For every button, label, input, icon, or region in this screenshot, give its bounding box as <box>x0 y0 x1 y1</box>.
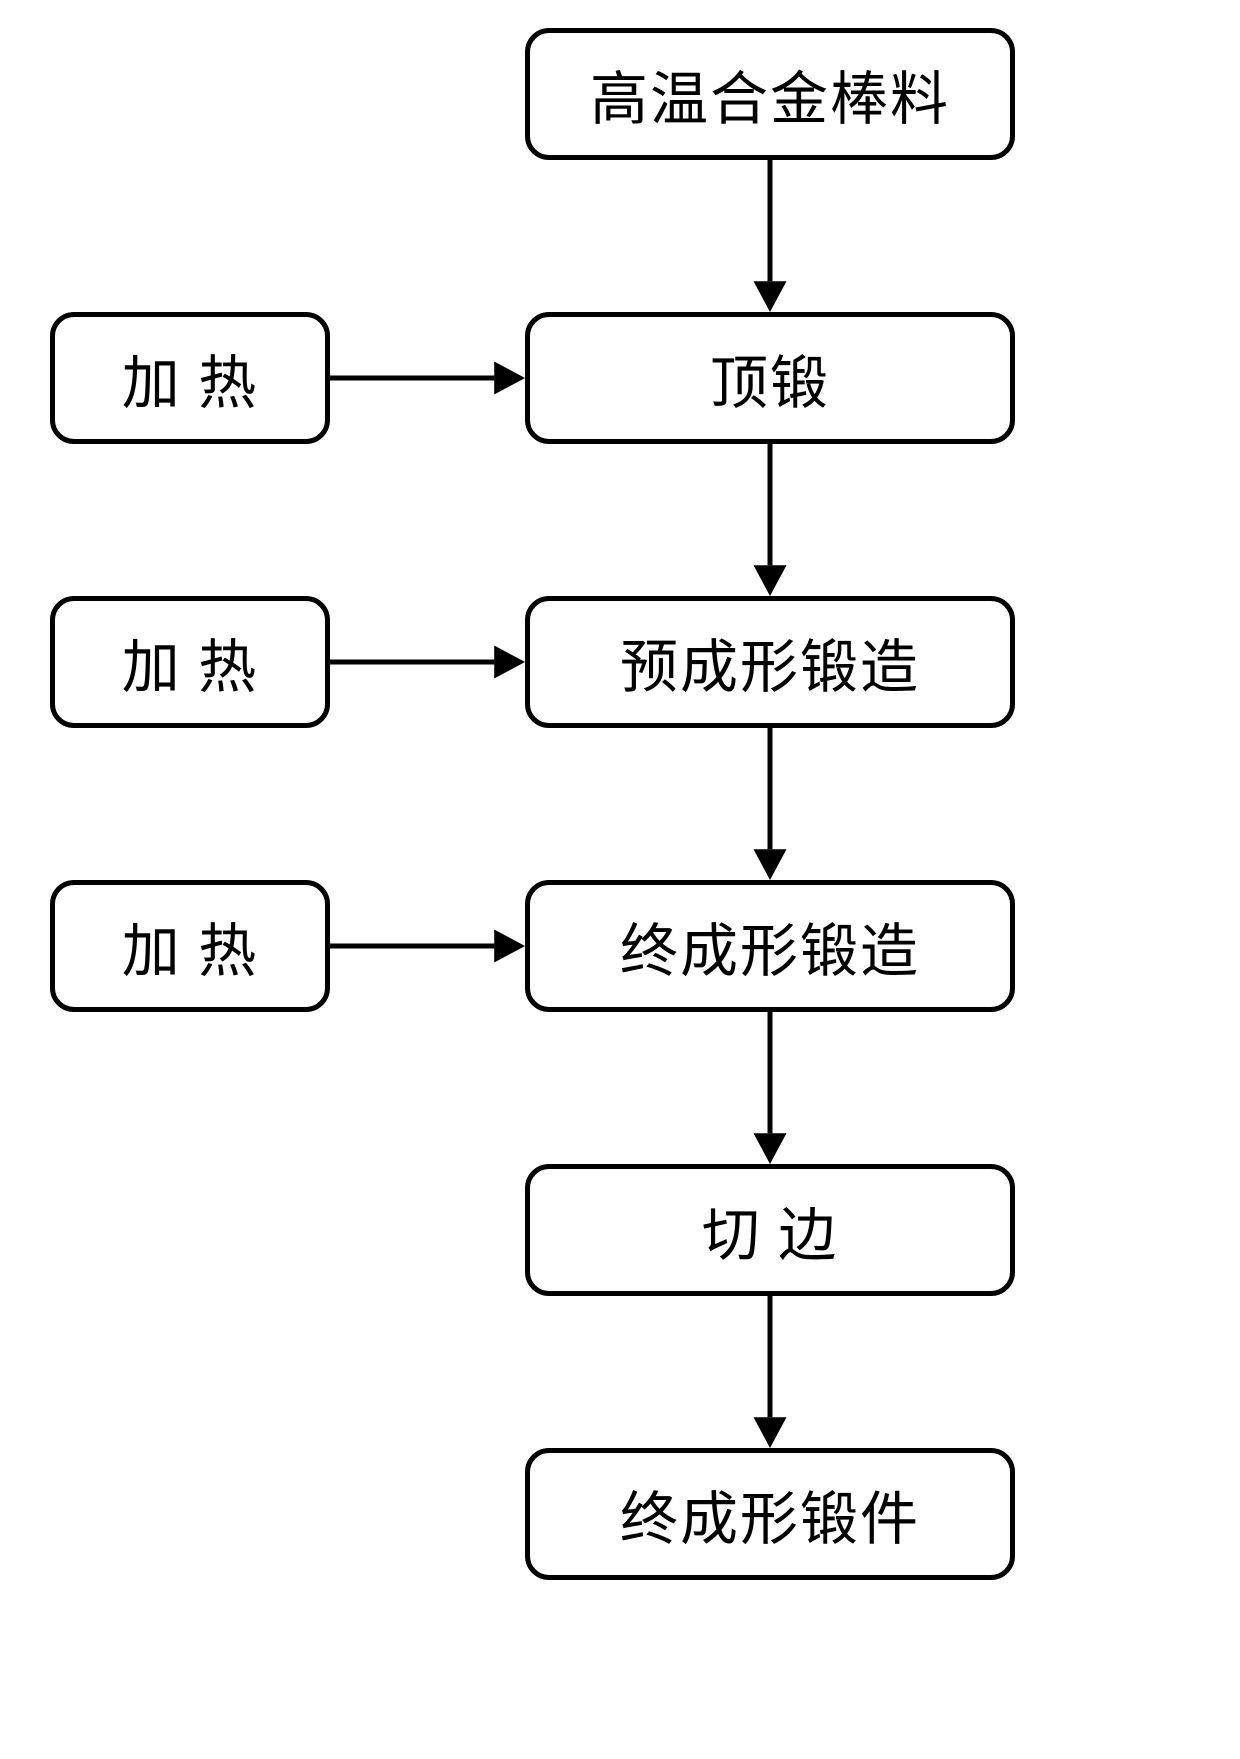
flowchart-node-s1: 加 热 <box>50 312 330 444</box>
flowchart-node-label: 顶锻 <box>710 336 830 420</box>
flowchart-node-label: 加 热 <box>122 336 259 420</box>
flowchart-node-label: 终成形锻件 <box>620 1472 920 1556</box>
arrow-n3-n4 <box>740 698 800 910</box>
flowchart-node-s3: 加 热 <box>50 880 330 1012</box>
arrow-n2-n3 <box>740 414 800 626</box>
flowchart-node-label: 高温合金棒料 <box>590 52 950 136</box>
arrow-n4-n5 <box>740 982 800 1194</box>
flowchart-node-s2: 加 热 <box>50 596 330 728</box>
arrow-s1-n2 <box>300 348 555 408</box>
flowchart-node-label: 加 热 <box>122 904 259 988</box>
flowchart-node-label: 终成形锻造 <box>620 904 920 988</box>
arrow-n5-n6 <box>740 1266 800 1478</box>
flowchart-node-label: 预成形锻造 <box>620 620 920 704</box>
flowchart-node-label: 切 边 <box>702 1188 839 1272</box>
arrow-n1-n2 <box>740 130 800 342</box>
arrow-s3-n4 <box>300 916 555 976</box>
arrow-s2-n3 <box>300 632 555 692</box>
flowchart-node-label: 加 热 <box>122 620 259 704</box>
